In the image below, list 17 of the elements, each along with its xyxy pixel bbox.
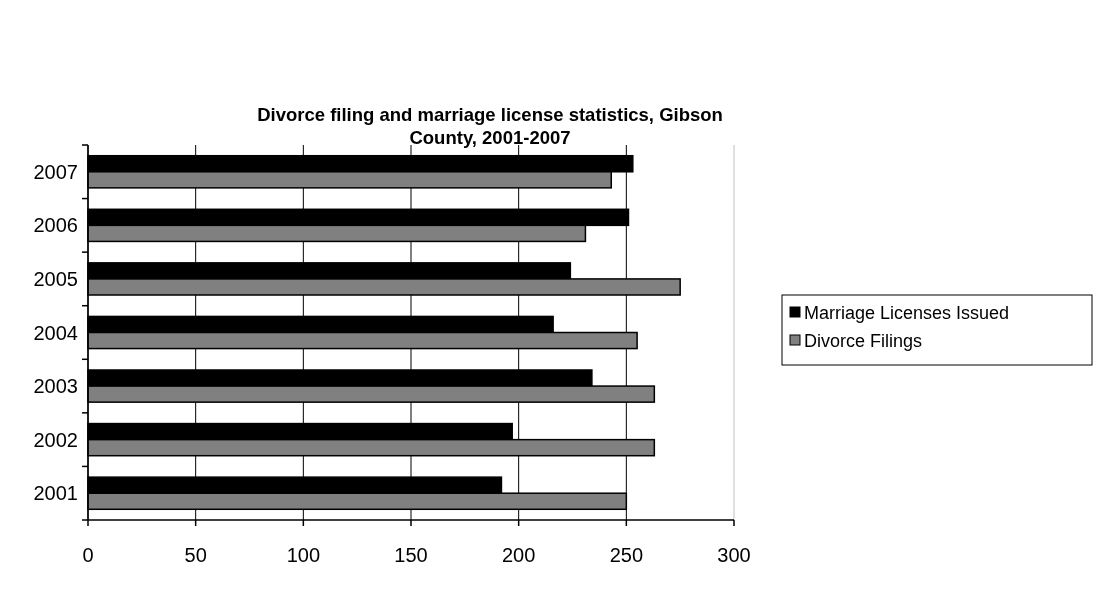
x-tick-label: 50: [184, 544, 207, 566]
y-tick-label: 2004: [33, 321, 78, 344]
y-tick-label: 2006: [33, 214, 78, 237]
x-tick-label: 200: [501, 544, 536, 566]
legend-label: Marriage Licenses Issued: [804, 303, 1010, 323]
y-tick-label: 2007: [33, 160, 78, 183]
y-tick-label: 2005: [33, 267, 78, 290]
y-tick-label: 2002: [33, 428, 78, 451]
y-tick-label: 2003: [33, 375, 78, 398]
x-tick-label: 150: [394, 544, 428, 566]
x-tick-label: 100: [286, 544, 321, 566]
x-tick-label: 250: [609, 544, 644, 566]
y-tick-label: 2001: [33, 482, 78, 505]
legend-label: Divorce Filings: [804, 331, 923, 351]
x-tick-label: 300: [717, 544, 751, 566]
x-tick-label: 0: [82, 544, 94, 566]
chart-title: Divorce filing and marriage license statistics, Gibson County, 2001-2007: [257, 104, 723, 148]
